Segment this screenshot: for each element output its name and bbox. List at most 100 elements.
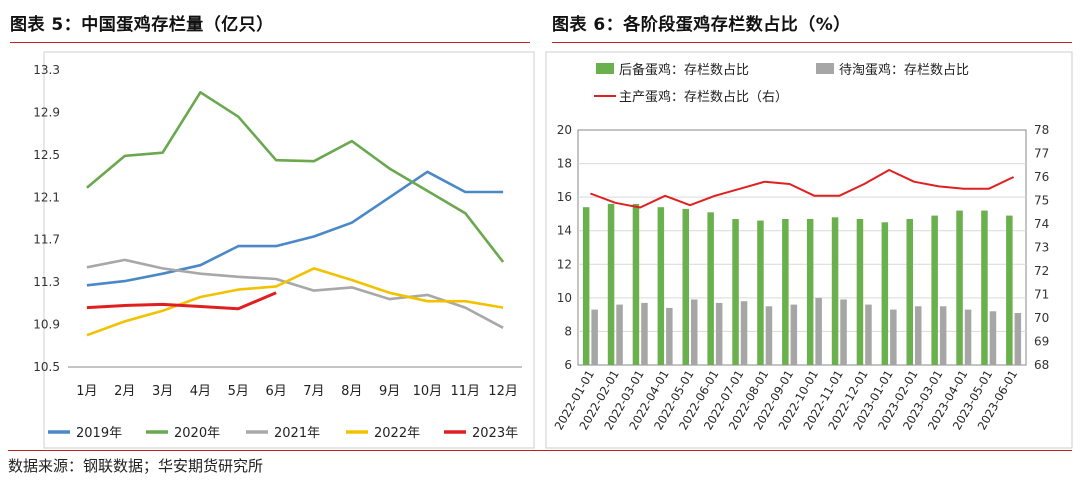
plot-area-border [577, 129, 1027, 366]
bar-culled-hens [815, 297, 822, 365]
bar-reserve-hens [782, 219, 789, 365]
data-source-note: 数据来源：钢联数据；华安期货研究所 [8, 457, 264, 475]
x-tick-label: 1月 [76, 384, 97, 399]
x-tick-label: 12月 [488, 384, 518, 399]
series-line-laying-hens [590, 169, 1015, 209]
x-tick-label: 11月 [450, 384, 480, 399]
legend-label: 2019年 [76, 426, 122, 441]
y-tick-label: 18 [557, 157, 572, 171]
bar-culled-hens [715, 302, 723, 365]
bar-culled-hens [840, 299, 847, 365]
y2-tick-label: 75 [1034, 194, 1049, 208]
bar-reserve-hens [881, 222, 889, 365]
series-line [86, 91, 505, 263]
bar-reserve-hens [956, 210, 963, 365]
x-tick-label: 3月 [152, 384, 173, 399]
series-line [86, 258, 504, 329]
y2-tick-label: 73 [1034, 241, 1049, 255]
left-line-chart: 10.5 10.9 11.3 11.7 12.1 12.5 12.9 13.3 1月 2月 3月 4月… [33, 51, 535, 449]
legend-swatch-culled [816, 63, 834, 74]
bar-culled-hens [790, 304, 798, 365]
left-title-rule [10, 42, 530, 43]
x-tick-label: 4月 [190, 384, 211, 399]
y-tick-label: 10 [557, 291, 572, 305]
right-title-rule [552, 42, 1072, 43]
bar-culled-hens [939, 306, 947, 366]
y2-tick-label: 70 [1034, 311, 1049, 325]
right-chart-title: 图表 6：各阶段蛋鸡存栏数占比（%） [552, 15, 851, 35]
y-tick-label: 20 [557, 123, 572, 137]
series-line [86, 267, 504, 337]
bar-culled-hens [765, 306, 773, 366]
y2-tick-label: 71 [1034, 288, 1049, 302]
series-line [86, 291, 277, 311]
y2-tick-label: 72 [1034, 264, 1049, 278]
x-tick-label: 5月 [228, 384, 249, 399]
x-tick-label: 6月 [265, 384, 286, 399]
y-tick-label: 8 [564, 324, 572, 338]
y-tick-label: 10.5 [33, 360, 60, 374]
bar-reserve-hens [707, 212, 714, 366]
bar-culled-hens [1014, 313, 1022, 365]
y-tick-label: 10.9 [33, 318, 60, 332]
y2-tick-label: 69 [1034, 335, 1049, 349]
y-tick-label: 12.1 [33, 190, 60, 204]
bar-reserve-hens [607, 203, 615, 365]
bar-reserve-hens [632, 203, 640, 365]
y2-tick-label: 68 [1034, 358, 1049, 372]
x-tick-label: 2月 [114, 384, 135, 399]
bar-reserve-hens [831, 217, 839, 365]
bar-reserve-hens [806, 219, 814, 365]
bar-reserve-hens [657, 207, 665, 365]
legend-label-laying: 主产蛋鸡：存栏数占比（右） [619, 89, 788, 105]
y-tick-label: 14 [557, 224, 572, 238]
bar-culled-hens [865, 304, 872, 365]
y2-tick-label: 77 [1034, 147, 1049, 161]
chart-frame [43, 51, 535, 449]
left-chart-title: 图表 5：中国蛋鸡存栏量（亿只） [10, 15, 274, 35]
bar-reserve-hens [931, 215, 938, 365]
y2-tick-label: 76 [1034, 170, 1049, 184]
bar-culled-hens [691, 299, 698, 365]
legend-label-reserve: 后备蛋鸡：存栏数占比 [619, 62, 749, 78]
y2-tick-label: 78 [1034, 123, 1049, 137]
bar-reserve-hens [981, 210, 988, 365]
y-tick-label: 12 [557, 257, 572, 271]
right-bar-line-chart: 6810121416182068697071727374757677782022… [545, 51, 1073, 449]
bar-culled-hens [890, 309, 897, 365]
bar-reserve-hens [1006, 215, 1013, 365]
bar-culled-hens [666, 307, 673, 365]
y-tick-label: 11.7 [33, 233, 60, 247]
legend-swatch-reserve [596, 63, 614, 74]
x-tick-label: 8月 [341, 384, 362, 399]
bar-culled-hens [616, 304, 623, 365]
bar-culled-hens [641, 302, 648, 365]
legend-label: 2022年 [374, 426, 420, 441]
legend-label: 2023年 [472, 426, 518, 441]
bar-reserve-hens [582, 207, 590, 365]
y-tick-label: 12.9 [33, 105, 60, 119]
bar-reserve-hens [906, 219, 913, 365]
x-tick-label: 10月 [413, 384, 443, 399]
y-tick-label: 16 [557, 190, 572, 204]
series-line [86, 170, 504, 287]
legend-label: 2021年 [274, 426, 320, 441]
bar-culled-hens [964, 309, 972, 365]
source-rule [8, 450, 1072, 451]
x-tick-label: 7月 [303, 384, 324, 399]
legend-label: 2020年 [174, 426, 220, 441]
bar-culled-hens [915, 306, 922, 366]
chart-frame [545, 51, 1073, 449]
y-tick-label: 11.3 [33, 275, 60, 289]
y-tick-label: 13.3 [33, 63, 60, 77]
y-tick-label: 6 [564, 358, 572, 372]
y-tick-label: 12.5 [33, 148, 60, 162]
y2-tick-label: 74 [1034, 217, 1049, 231]
bar-culled-hens [740, 301, 748, 365]
bar-reserve-hens [732, 219, 739, 365]
legend-label-culled: 待淘蛋鸡：存栏数占比 [839, 62, 969, 78]
bar-reserve-hens [856, 219, 864, 365]
bar-culled-hens [591, 309, 598, 365]
bar-reserve-hens [682, 208, 689, 365]
bar-culled-hens [989, 311, 997, 365]
